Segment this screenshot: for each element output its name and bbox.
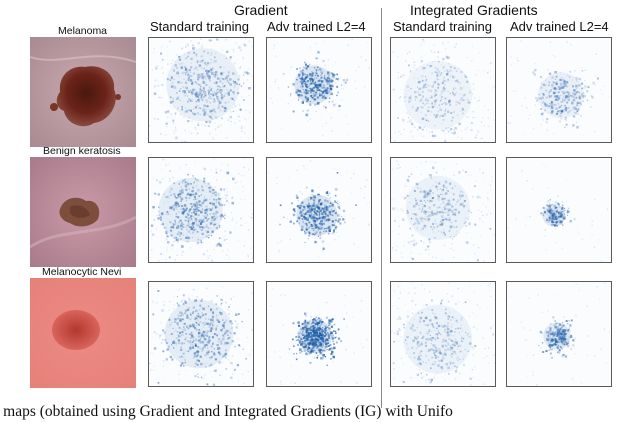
col-header-gradient-adv: Adv trained L2=4 <box>267 19 366 34</box>
row-label-melanoma: Melanoma <box>58 25 108 37</box>
saliency-map-melanoma-ig-standard <box>390 37 496 143</box>
saliency-map-melanoma-gradient-adv <box>266 37 372 143</box>
melanocytic-nevi-photo <box>30 278 136 388</box>
saliency-map-melanoma-gradient-standard <box>148 37 254 143</box>
saliency-map-keratosis-gradient-adv <box>266 157 372 263</box>
row-label-melanocytic-nevi: Melanocytic Nevi <box>42 266 122 278</box>
col-header-gradient-standard: Standard training <box>150 19 250 34</box>
saliency-map-keratosis-ig-standard <box>390 157 496 263</box>
col-header-ig-standard: Standard training <box>393 19 493 34</box>
gradient-group-title: Gradient <box>234 2 288 18</box>
saliency-map-nevi-gradient-standard <box>148 281 254 387</box>
figure-caption: ency maps (obtained using Gradient and I… <box>0 403 453 420</box>
saliency-map-nevi-ig-adv <box>506 281 612 387</box>
saliency-map-melanoma-ig-adv <box>506 37 612 143</box>
saliency-map-nevi-ig-standard <box>390 281 496 387</box>
row-label-benign-keratosis: Benign keratosis <box>43 145 121 157</box>
saliency-map-nevi-gradient-adv <box>266 281 372 387</box>
melanoma-photo <box>30 37 136 147</box>
saliency-map-keratosis-gradient-standard <box>148 157 254 263</box>
integrated-gradients-group-title: Integrated Gradients <box>410 2 538 18</box>
benign-keratosis-photo <box>30 157 136 267</box>
saliency-map-keratosis-ig-adv <box>506 157 612 263</box>
col-header-ig-adv: Adv trained L2=4 <box>510 19 609 34</box>
group-divider <box>381 8 382 408</box>
